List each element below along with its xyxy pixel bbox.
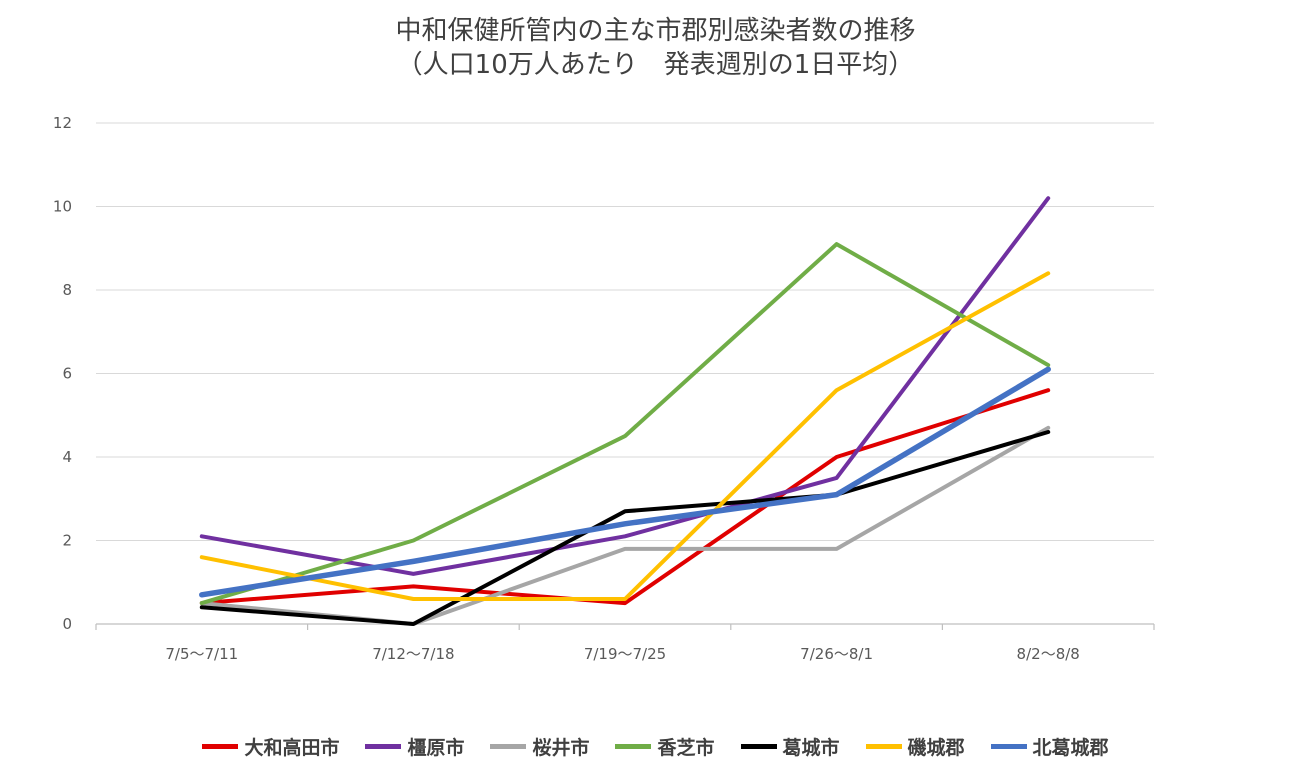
legend-item: 香芝市 xyxy=(615,733,715,760)
legend-label: 北葛城郡 xyxy=(1032,737,1109,759)
series-line-1 xyxy=(199,388,1051,606)
legend-item: 橿原市 xyxy=(365,733,464,760)
chart-title: 中和保健所管内の主な市郡別感染者数の推移 xyxy=(395,16,916,46)
legend-item: 北葛城郡 xyxy=(990,733,1109,760)
legend-label: 香芝市 xyxy=(657,737,715,759)
legend-item: 桜井市 xyxy=(490,733,589,760)
y-tick-label: 4 xyxy=(62,448,72,466)
legend-swatch xyxy=(990,744,1027,749)
y-tick-label: 10 xyxy=(53,198,72,216)
legend: 大和高田市 橿原市 桜井市 香芝市 葛城市 磯城郡 北葛城郡 xyxy=(0,733,1311,760)
legend-item: 磯城郡 xyxy=(865,733,965,760)
legend-item: 大和高田市 xyxy=(202,733,339,760)
legend-label: 桜井市 xyxy=(532,737,590,759)
series-line-2 xyxy=(199,196,1051,576)
series-line-7 xyxy=(199,366,1051,598)
legend-swatch xyxy=(365,744,402,749)
x-tick-label: 8/2〜8/8 xyxy=(1017,645,1080,663)
legend-swatch xyxy=(202,744,239,749)
y-tick-label: 6 xyxy=(62,365,72,383)
chart-title-block: 中和保健所管内の主な市郡別感染者数の推移 （人口10万人あたり 発表週別の1日平… xyxy=(0,14,1311,82)
x-tick-label: 7/26〜8/1 xyxy=(800,645,873,663)
legend-swatch xyxy=(865,744,902,749)
legend-swatch xyxy=(490,744,527,749)
series-line-6 xyxy=(199,271,1051,601)
y-tick-label: 0 xyxy=(62,615,72,633)
series-line-4 xyxy=(199,242,1051,606)
legend-label: 磯城郡 xyxy=(907,737,965,759)
x-tick-label: 7/5〜7/11 xyxy=(165,645,238,663)
legend-swatch xyxy=(615,744,652,749)
y-tick-label: 8 xyxy=(62,281,72,299)
series-lines xyxy=(199,196,1051,626)
chart-subtitle: （人口10万人あたり 発表週別の1日平均） xyxy=(396,50,915,80)
gridlines xyxy=(96,122,1154,541)
legend-label: 橿原市 xyxy=(407,737,465,759)
legend-label: 大和高田市 xyxy=(244,737,340,759)
x-tick-label: 7/19〜7/25 xyxy=(584,645,666,663)
series-line-5 xyxy=(199,430,1051,626)
axes: 0 2 4 6 8 10 12 7/5〜7/11 7/12〜7/18 7/19〜7/25 7/26〜… xyxy=(53,114,1155,663)
legend-item: 葛城市 xyxy=(740,733,840,760)
y-tick-label: 2 xyxy=(62,532,72,550)
x-tick-label: 7/12〜7/18 xyxy=(372,645,454,663)
y-tick-label: 12 xyxy=(53,114,72,132)
legend-label: 葛城市 xyxy=(782,737,840,759)
legend-swatch xyxy=(740,744,777,749)
